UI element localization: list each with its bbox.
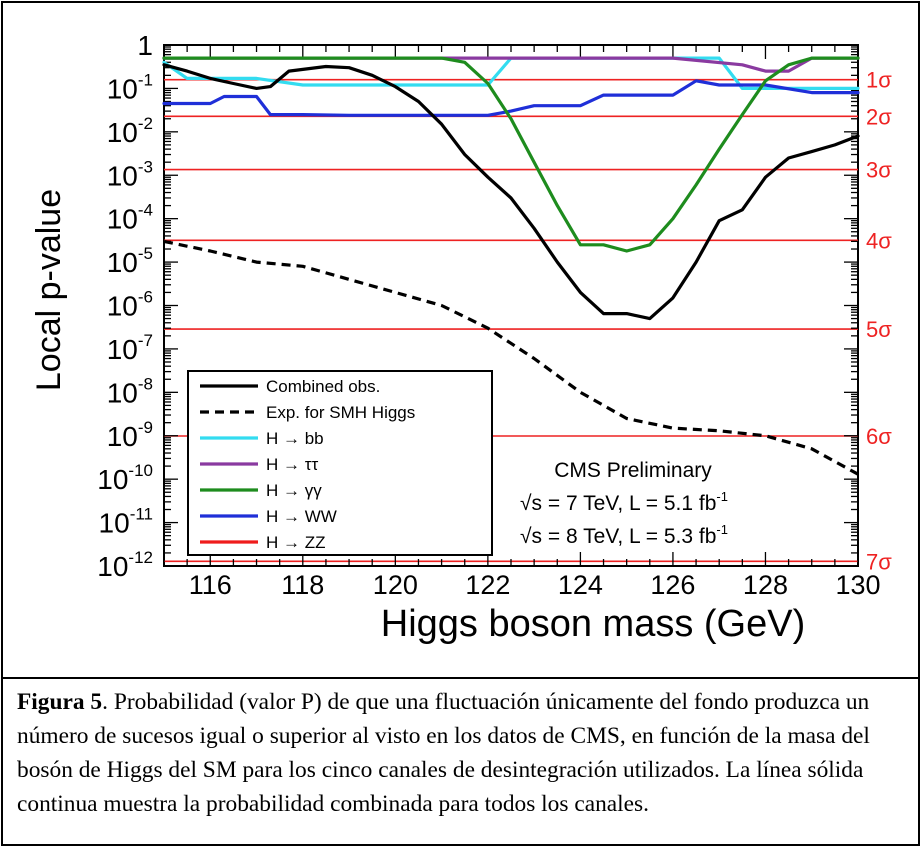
caption-divider — [1, 677, 920, 679]
legend-label-1: Combined obs. — [266, 377, 380, 396]
y-tick-label: 10-3 — [107, 157, 153, 191]
x-tick-label: 118 — [281, 570, 324, 600]
sigma-label-7: 7σ — [866, 549, 892, 574]
y-tick-label: 10-4 — [107, 201, 153, 235]
x-tick-label: 124 — [558, 570, 603, 600]
sigma-label-1: 1σ — [866, 68, 892, 93]
experiment-annotation: CMS Preliminary √s = 7 TeV, L = 5.1 fb-1… — [520, 459, 728, 548]
sigma-label-3: 3σ — [866, 158, 892, 183]
sigma-labels: 1σ 2σ 3σ 4σ 5σ 6σ 7σ — [866, 68, 892, 575]
axis-ticks — [163, 44, 859, 567]
y-tick-label: 10-7 — [107, 331, 153, 365]
y-tick-label: 10-8 — [107, 374, 153, 408]
cms-preliminary-label: CMS Preliminary — [554, 459, 712, 482]
legend: Combined obs. Exp. for SMH Higgs H → bb H →… — [187, 370, 493, 556]
y-tick-label: 1 — [137, 30, 153, 61]
y-tick-label: 10-5 — [107, 244, 153, 278]
legend-label-3: H → bb — [266, 429, 324, 448]
series-line-5 — [162, 56, 860, 253]
y-tick-label: 10-1 — [107, 70, 153, 104]
x-tick-label: 128 — [743, 570, 788, 600]
figure-caption: Figura 5. Probabilidad (valor P) de que … — [17, 685, 912, 821]
sigma-label-2: 2σ — [866, 104, 892, 129]
caption-text: . Probabilidad (valor P) de que una fluc… — [17, 689, 870, 817]
y-axis-label: Local p-value — [30, 189, 68, 391]
y-tick-label: 10-12 — [97, 548, 153, 582]
y-tick-label: 10-6 — [107, 288, 153, 322]
series-line-2 — [163, 239, 859, 476]
legend-label-5: H → γγ — [266, 481, 322, 500]
legend-label-7: H → ZZ — [266, 533, 326, 552]
x-tick-label: 126 — [650, 570, 695, 600]
caption-label: Figura 5 — [17, 689, 103, 715]
legend-label-4: H → ττ — [266, 455, 318, 474]
x-tick-label: 116 — [189, 570, 232, 600]
series-line-6 — [162, 79, 860, 117]
x-axis-label: Higgs boson mass (GeV) — [381, 603, 806, 645]
p-value-chart: 1σ 2σ 3σ 4σ 5σ 6σ 7σ 1 10-1 10-2 10-3 10-4 10-5 10-6… — [30, 30, 892, 645]
sigma-label-4: 4σ — [866, 228, 892, 253]
x-tick-labels: 116 118 120 122 124 126 128 130 — [189, 570, 881, 600]
legend-label-2: Exp. for SMH Higgs — [266, 403, 415, 422]
x-tick-label: 120 — [373, 570, 418, 600]
y-tick-label: 10-9 — [107, 418, 153, 452]
y-tick-label: 10-2 — [107, 114, 153, 148]
y-tick-label: 10-10 — [97, 461, 153, 495]
legend-label-6: H → WW — [266, 507, 337, 526]
y-tick-labels: 1 10-1 10-2 10-3 10-4 10-5 10-6 10-7 10-8 10-9 10-… — [97, 30, 153, 582]
x-tick-label: 122 — [465, 570, 510, 600]
x-tick-label: 130 — [835, 570, 880, 600]
energy-line-1: √s = 7 TeV, L = 5.1 fb-1 — [520, 489, 728, 515]
sigma-label-5: 5σ — [866, 317, 892, 342]
series-line-1 — [162, 63, 860, 321]
y-tick-label: 10-11 — [99, 505, 153, 539]
sigma-label-6: 6σ — [866, 424, 892, 449]
data-series — [162, 56, 860, 476]
energy-line-2: √s = 8 TeV, L = 5.3 fb-1 — [520, 522, 728, 548]
